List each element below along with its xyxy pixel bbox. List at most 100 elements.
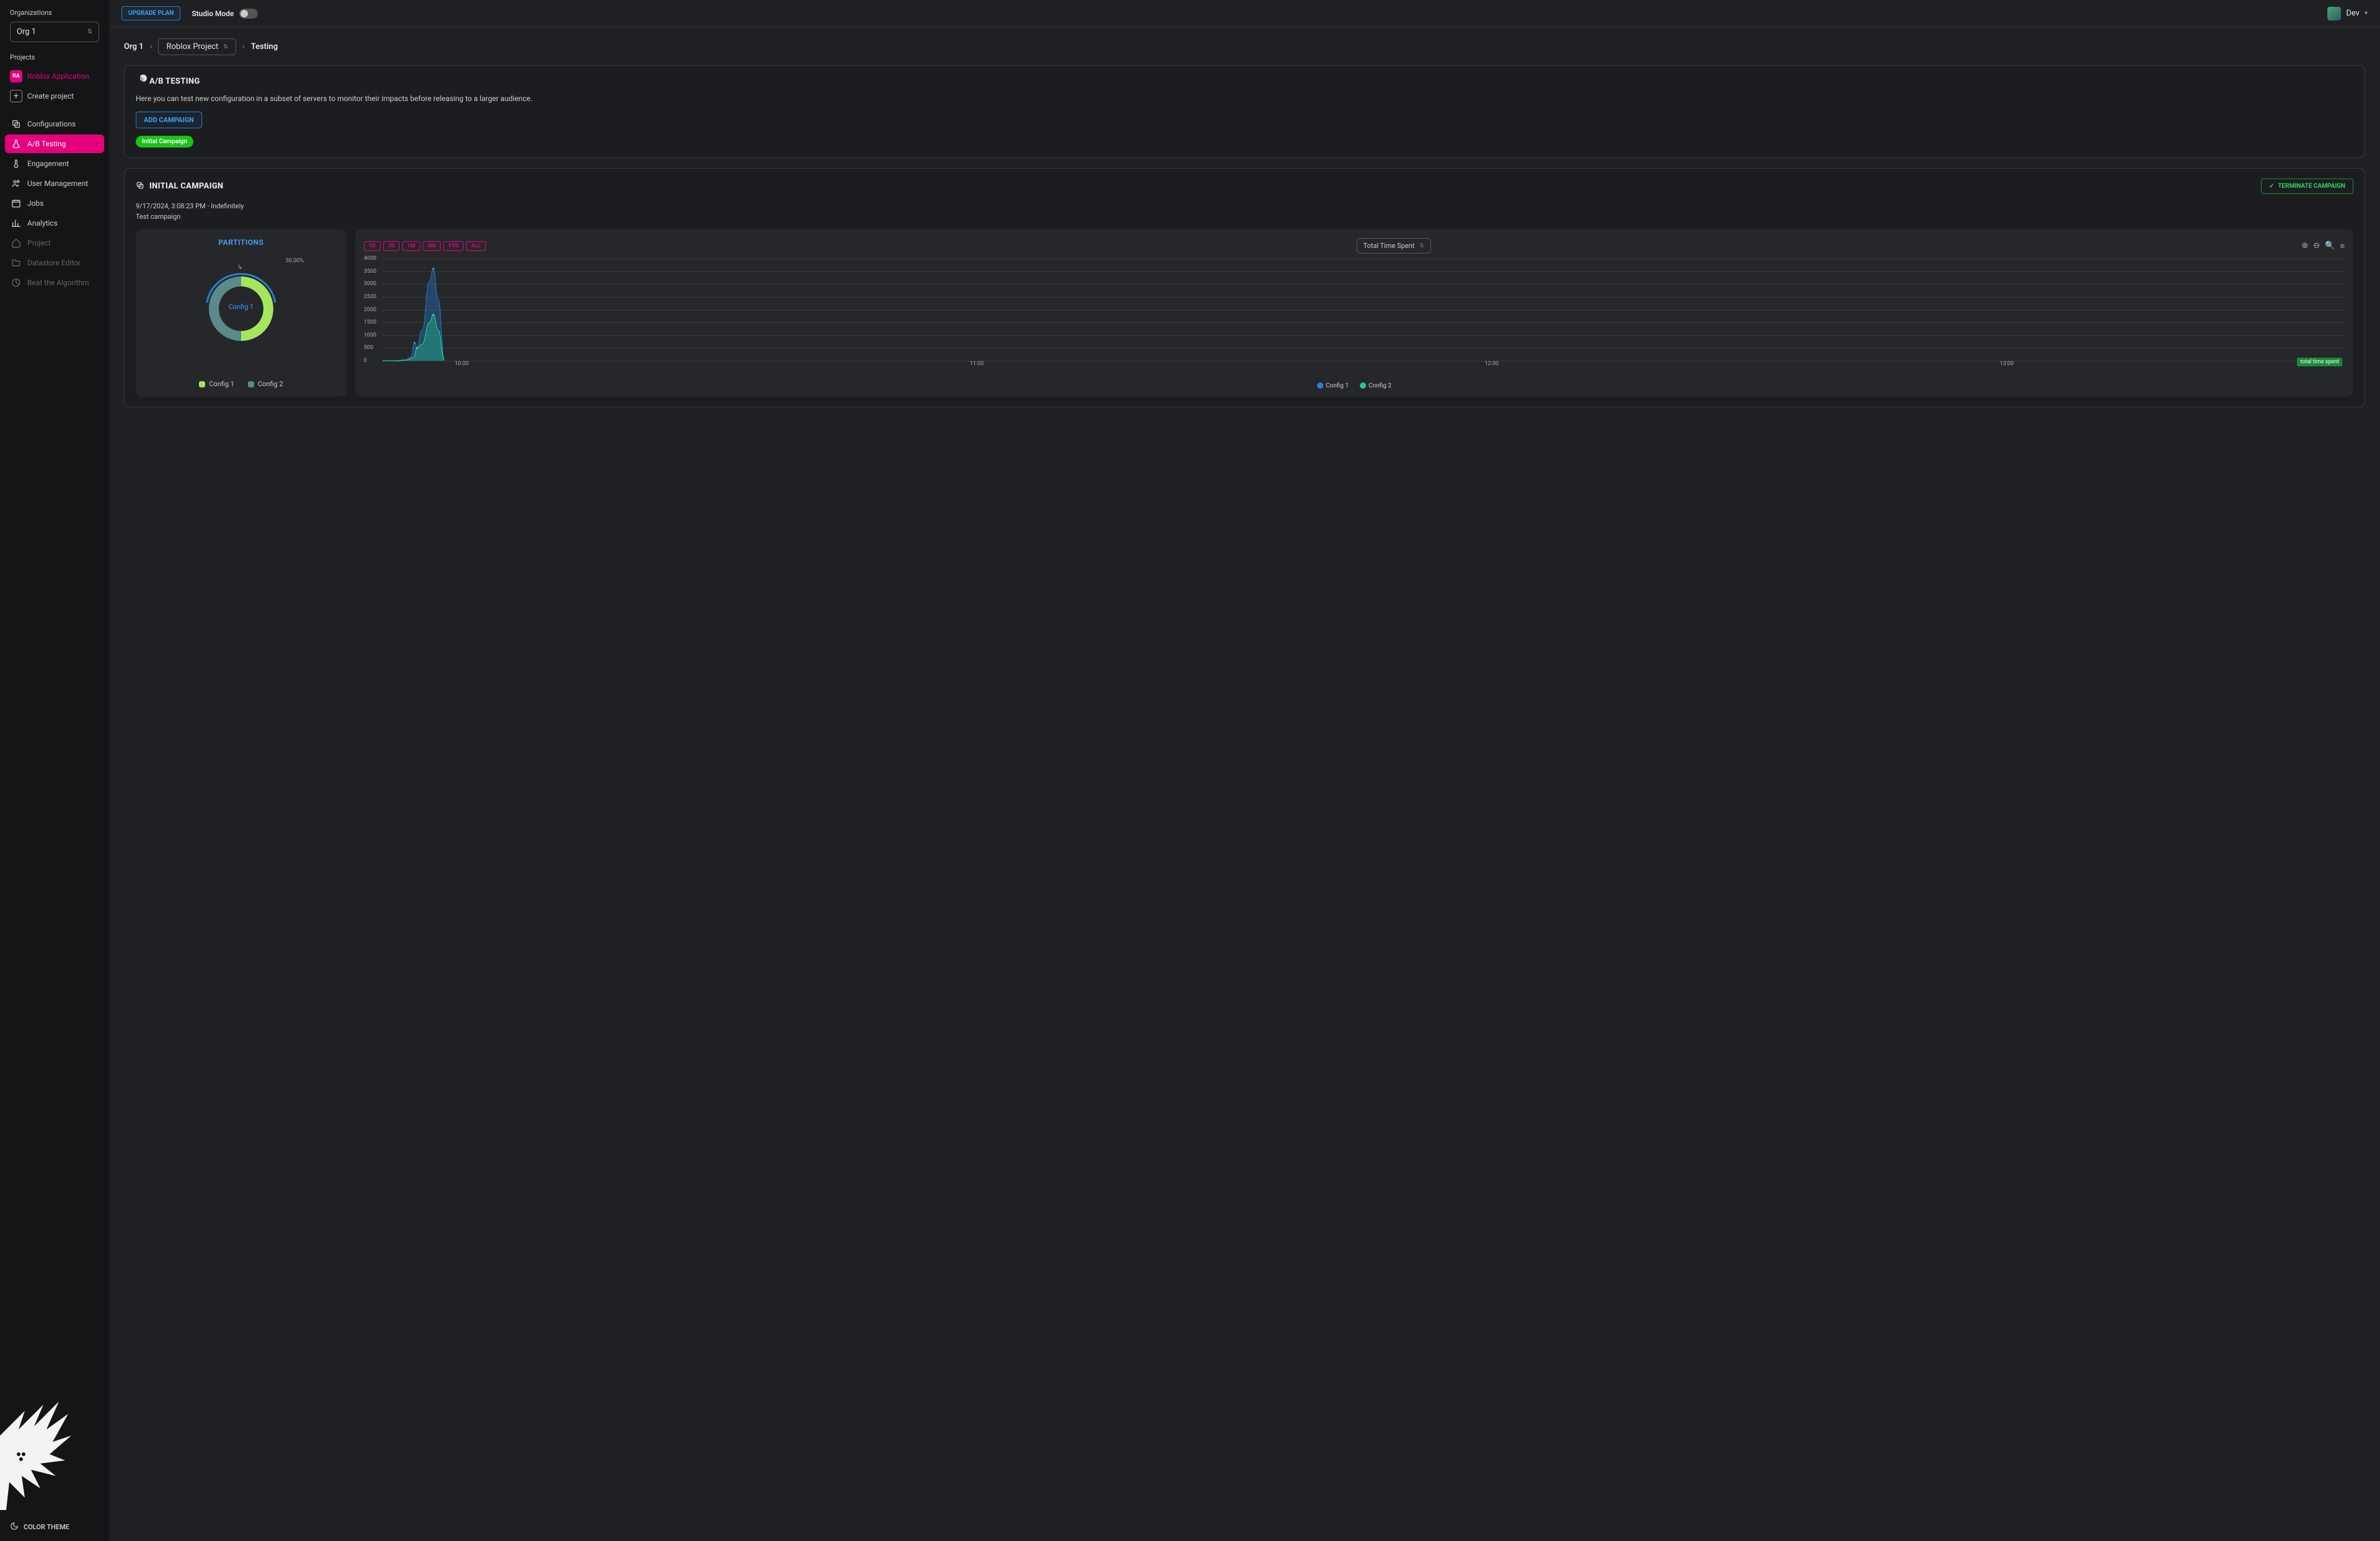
zoom-in-icon[interactable]: ⊕	[2301, 241, 2308, 251]
avatar	[2327, 7, 2341, 20]
brand-logo	[0, 1361, 81, 1510]
chevron-updown-icon: ⇅	[87, 29, 92, 35]
users-icon	[11, 179, 21, 188]
create-project-label: Create project	[27, 92, 74, 100]
sidebar-item-jobs[interactable]: Jobs	[5, 194, 104, 213]
terminate-label: TERMINATE CAMPAIGN	[2278, 183, 2345, 190]
range-pill-1d[interactable]: 1D	[364, 241, 381, 251]
studio-mode-toggle[interactable]	[239, 9, 258, 19]
breadcrumb: Org 1 › Roblox Project ⇅ › Testing	[124, 38, 2365, 55]
donut-percent-label: 50.00%	[286, 258, 304, 264]
main-content: UPGRADE PLAN Studio Mode Dev ▾ Org 1 › R…	[109, 0, 2380, 1541]
legend-swatch	[199, 381, 205, 387]
copy-icon	[11, 119, 21, 129]
sidebar-nav: Configurations A/B Testing Engagement User …	[0, 115, 109, 292]
campaign-panel: INITIAL CAMPAIGN ✓ TERMINATE CAMPAIGN 9/…	[124, 168, 2365, 407]
range-pill-ytd[interactable]: YTD	[443, 241, 464, 251]
terminate-campaign-button[interactable]: ✓ TERMINATE CAMPAIGN	[2261, 179, 2353, 194]
breadcrumb-org[interactable]: Org 1	[124, 42, 144, 51]
sidebar-item-engagement[interactable]: Engagement	[5, 154, 104, 173]
legend-swatch	[248, 381, 254, 387]
org-selector[interactable]: Org 1 ⇅	[10, 22, 99, 42]
org-selected: Org 1	[17, 27, 36, 37]
nav-label: Beat the Algorithm	[27, 278, 89, 287]
legend-label: Config 2	[258, 380, 283, 388]
x-axis-label: 11:00	[970, 361, 984, 379]
y-axis-label: 4000	[364, 255, 376, 262]
user-name: Dev	[2346, 9, 2360, 18]
sidebar-item-configurations[interactable]: Configurations	[5, 115, 104, 133]
add-campaign-button[interactable]: ADD CAMPAIGN	[136, 112, 202, 128]
check-icon: ✓	[2269, 183, 2274, 190]
sidebar-item-beat-the-algorithm[interactable]: Beat the Algorithm	[5, 273, 104, 292]
partitions-card: PARTITIONS Config 1 ↳ 50.00% Config 1Con…	[136, 229, 346, 397]
sidebar-item-user-management[interactable]: User Management	[5, 174, 104, 193]
studio-mode-label: Studio Mode	[192, 9, 234, 18]
partitions-legend: Config 1 Config 2	[199, 380, 283, 388]
legend-item: Config 2	[248, 380, 283, 388]
sidebar-project-item[interactable]: RA Roblox Application	[0, 66, 109, 86]
thermo-icon	[11, 159, 21, 169]
menu-icon[interactable]: ≡	[2340, 241, 2345, 251]
legend-item: Config 1	[199, 380, 234, 388]
breadcrumb-project: Roblox Project	[166, 42, 218, 51]
legend-dot	[1360, 382, 1366, 389]
timechart-legend: Config 1Config 2	[364, 382, 2345, 389]
nav-label: Analytics	[27, 219, 58, 227]
campaign-title: INITIAL CAMPAIGN	[149, 182, 223, 191]
nav-label: Jobs	[27, 199, 43, 208]
timechart-card: 1D7D1M6MYTDALL Total Time Spent ⇅ ⊕ ⊖ 🔍 …	[355, 229, 2353, 397]
sidebar-item-project[interactable]: Project	[5, 234, 104, 252]
breadcrumb-page: Testing	[251, 42, 278, 51]
user-menu[interactable]: Dev ▾	[2327, 7, 2368, 20]
range-pill-1m[interactable]: 1M	[402, 241, 420, 251]
range-pill-all[interactable]: ALL	[466, 241, 486, 251]
nav-label: A/B Testing	[27, 139, 66, 148]
metric-selected: Total Time Spent	[1364, 242, 1415, 250]
sidebar-item-a-b-testing[interactable]: A/B Testing	[5, 135, 104, 153]
y-axis-label: 500	[364, 345, 373, 351]
range-pill-7d[interactable]: 7D	[383, 241, 400, 251]
y-axis-label: 0	[364, 358, 367, 364]
org-section-label: Organizations	[0, 9, 109, 22]
y-axis-label: 1000	[364, 332, 376, 338]
campaign-meta-line1: 9/17/2024, 3:08:23 PM - Indefinitely	[136, 201, 2353, 212]
chart-legend-item: Config 2	[1360, 382, 1391, 389]
bars-icon	[11, 218, 21, 228]
y-axis-label: 2000	[364, 307, 376, 313]
x-axis-label: 10:00	[455, 361, 469, 379]
sidebar: Organizations Org 1 ⇅ Projects RA Roblox…	[0, 0, 109, 1541]
breadcrumb-project-selector[interactable]: Roblox Project ⇅	[158, 38, 236, 55]
y-axis-label: 2500	[364, 294, 376, 300]
ab-testing-panel: A/B TESTING Here you can test new config…	[124, 65, 2365, 158]
y-axis-label: 3000	[364, 281, 376, 287]
pie-icon	[136, 76, 144, 87]
campaign-chip[interactable]: Initial Campaign	[136, 136, 193, 148]
search-icon[interactable]: 🔍	[2325, 241, 2335, 251]
nav-label: Configurations	[27, 120, 76, 128]
ab-panel-desc: Here you can test new configuration in a…	[136, 94, 2353, 103]
sidebar-item-datastore-editor[interactable]: Datastore Editor	[5, 254, 104, 272]
area-chart: 0500100015002000250030003500400010:0011:…	[364, 258, 2345, 370]
legend-label: Config 1	[209, 380, 234, 388]
chart-tooltip: total time spent	[2297, 358, 2342, 366]
chevron-updown-icon: ⇅	[223, 44, 228, 50]
metric-selector[interactable]: Total Time Spent ⇅	[1357, 238, 1431, 254]
copy-icon	[136, 181, 144, 192]
chevron-updown-icon: ⇅	[1419, 243, 1424, 249]
create-project-button[interactable]: + Create project	[0, 86, 109, 106]
upgrade-plan-button[interactable]: UPGRADE PLAN	[121, 6, 180, 20]
projects-section-label: Projects	[0, 53, 109, 66]
sidebar-item-analytics[interactable]: Analytics	[5, 214, 104, 232]
partitions-donut: Config 1 ↳ 50.00%	[195, 260, 288, 353]
color-theme-button[interactable]: COLOR THEME	[10, 1522, 69, 1532]
nav-label: User Management	[27, 179, 88, 188]
calendar-icon	[11, 198, 21, 208]
zoom-out-icon[interactable]: ⊖	[2313, 241, 2320, 251]
moon-icon	[10, 1522, 19, 1532]
color-theme-label: COLOR THEME	[24, 1523, 69, 1531]
y-axis-label: 3500	[364, 268, 376, 275]
nav-label: Project	[27, 239, 51, 247]
range-pill-6m[interactable]: 6M	[423, 241, 441, 251]
nav-label: Engagement	[27, 159, 69, 168]
